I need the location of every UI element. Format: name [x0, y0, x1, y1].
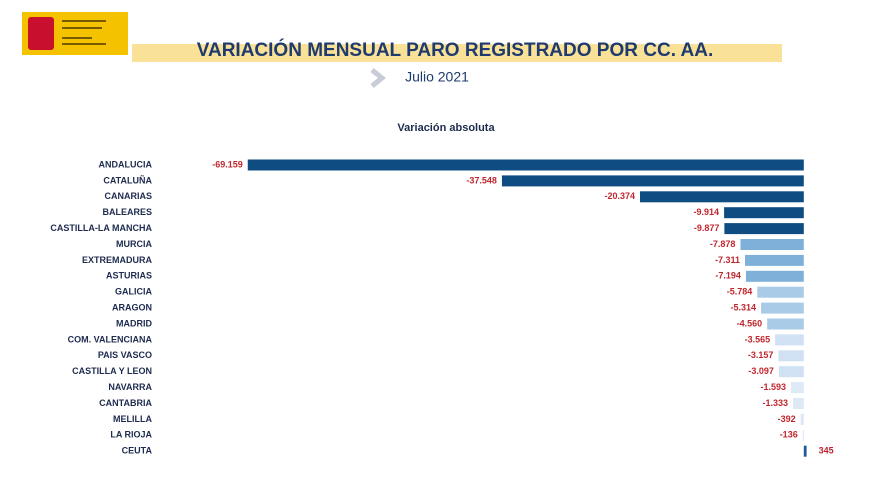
chevron	[370, 68, 387, 88]
bar	[761, 302, 804, 314]
category-label: CEUTA	[122, 446, 153, 456]
bar	[800, 413, 804, 425]
bar	[803, 445, 807, 457]
value-label: -7.311	[715, 255, 740, 265]
chart-title: Variación absoluta	[397, 122, 495, 134]
value-label: -392	[778, 414, 796, 424]
bar	[767, 318, 804, 330]
bar	[724, 223, 804, 235]
bar	[793, 398, 804, 409]
value-label: 345	[819, 446, 834, 456]
value-label: -69.159	[212, 159, 243, 169]
category-label: MURCIA	[116, 239, 152, 249]
category-label: ASTURIAS	[106, 271, 152, 281]
bar	[745, 270, 804, 282]
value-label: -136	[780, 430, 798, 440]
category-label: MADRID	[116, 318, 152, 328]
category-label: CASTILLA-LA MANCHA	[50, 223, 152, 233]
category-label: ARAGON	[112, 302, 152, 312]
bar	[639, 191, 804, 203]
title-highlight	[132, 44, 782, 62]
value-label: -4.560	[737, 318, 763, 328]
category-label: BALEARES	[102, 207, 152, 217]
value-label: -1.333	[763, 398, 789, 408]
value-label: -3.157	[748, 350, 774, 360]
logo	[22, 12, 128, 55]
value-label: -9.877	[694, 223, 720, 233]
category-label: ANDALUCIA	[99, 159, 153, 169]
logo-line	[62, 27, 102, 29]
category-label: COM. VALENCIANA	[68, 334, 153, 344]
logo-line	[62, 20, 106, 22]
bar	[501, 175, 804, 187]
value-label: -7.878	[710, 239, 736, 249]
bar	[247, 159, 804, 171]
logo-line	[62, 37, 92, 39]
bar	[802, 429, 804, 441]
value-label: -1.593	[760, 382, 786, 392]
bar	[724, 207, 804, 219]
category-label: EXTREMADURA	[82, 255, 153, 265]
bar	[745, 254, 804, 266]
bar	[790, 382, 804, 394]
subtitle: Julio 2021	[405, 69, 469, 85]
category-label: CATALUÑA	[103, 175, 152, 185]
value-label: -5.784	[727, 287, 753, 297]
category-label: PAIS VASCO	[98, 350, 152, 360]
bar	[740, 239, 804, 250]
value-label: -9.914	[694, 207, 720, 217]
value-label: -5.314	[731, 302, 757, 312]
category-label: LA RIOJA	[110, 430, 152, 440]
value-label: -7.194	[715, 271, 741, 281]
value-label: -20.374	[604, 191, 635, 201]
category-label: CANARIAS	[104, 191, 152, 201]
value-label: -3.565	[745, 334, 771, 344]
category-label: GALICIA	[115, 287, 152, 297]
value-label: -3.097	[748, 366, 774, 376]
bar	[757, 286, 804, 298]
logo-line	[62, 43, 106, 45]
logo-emblem	[28, 17, 54, 50]
bar	[775, 334, 804, 346]
category-label: CASTILLA Y LEON	[72, 366, 152, 376]
category-label: CANTABRIA	[99, 398, 152, 408]
value-label: -37.548	[466, 175, 497, 185]
page-title: VARIACIÓN MENSUAL PARO REGISTRADO POR CC…	[197, 39, 714, 61]
category-label: MELILLA	[113, 414, 152, 424]
bar	[778, 350, 804, 362]
bar	[778, 366, 804, 378]
category-label: NAVARRA	[108, 382, 152, 392]
